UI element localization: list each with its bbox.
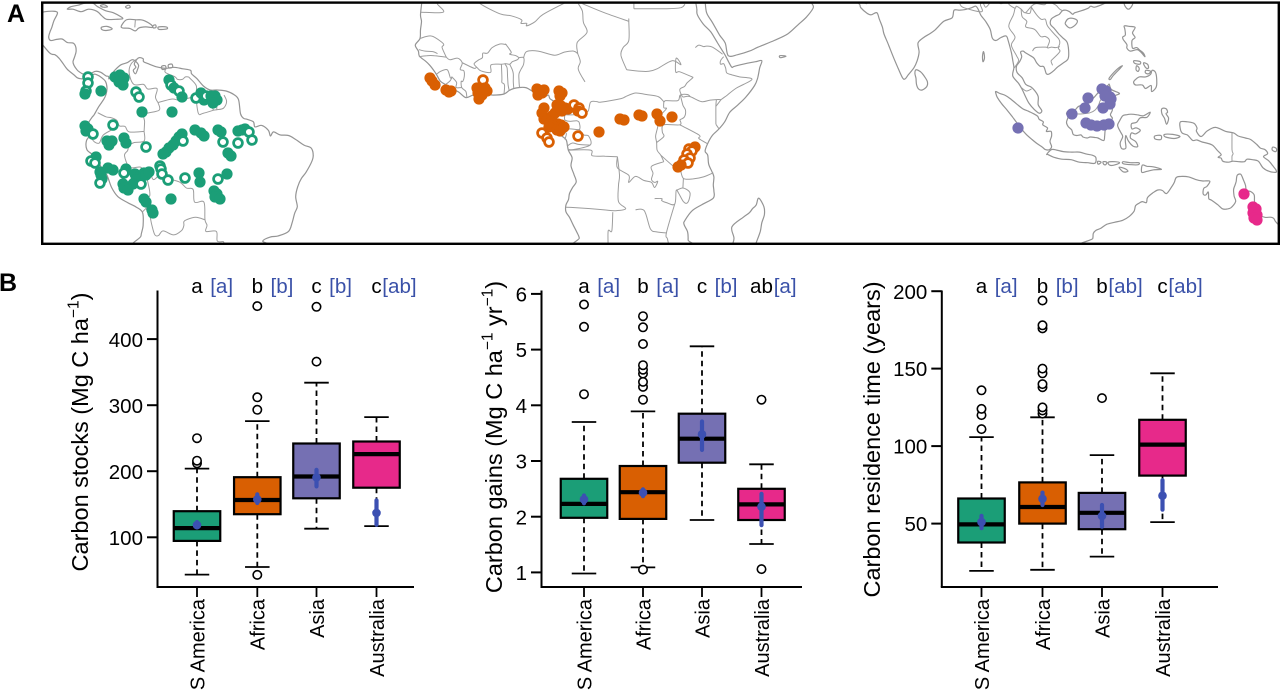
svg-text:Asia: Asia (307, 598, 329, 638)
svg-text:Africa: Africa (633, 598, 655, 650)
svg-text:a: a (191, 275, 203, 298)
svg-text:c: c (371, 275, 381, 298)
svg-text:Carbon gains (Mg C ha−1 yr−1): Carbon gains (Mg C ha−1 yr−1) (480, 281, 508, 593)
svg-text:6: 6 (516, 284, 527, 307)
svg-text:a: a (578, 275, 590, 298)
svg-text:[ab]: [ab] (1108, 275, 1142, 298)
svg-text:Australia: Australia (752, 598, 774, 677)
svg-text:1: 1 (516, 562, 527, 585)
svg-text:b: b (637, 275, 648, 298)
svg-text:4: 4 (516, 395, 527, 418)
svg-text:Carbon residence time (years): Carbon residence time (years) (859, 281, 885, 597)
svg-text:[b]: [b] (329, 275, 352, 298)
svg-text:[b]: [b] (715, 275, 738, 298)
svg-text:400: 400 (109, 329, 143, 352)
svg-text:b: b (252, 275, 263, 298)
svg-text:c: c (697, 275, 707, 298)
svg-text:c: c (311, 275, 321, 298)
svg-text:150: 150 (893, 358, 927, 381)
svg-text:[a]: [a] (995, 275, 1018, 298)
svg-text:Asia: Asia (692, 598, 714, 638)
svg-text:Asia: Asia (1092, 598, 1114, 638)
svg-text:[ab]: [ab] (1168, 275, 1202, 298)
svg-text:b: b (1037, 275, 1048, 298)
svg-text:a: a (976, 275, 988, 298)
svg-text:[ab]: [ab] (382, 275, 416, 298)
svg-text:200: 200 (893, 281, 927, 304)
svg-text:5: 5 (516, 339, 527, 362)
svg-text:3: 3 (516, 451, 527, 474)
svg-text:Australia: Australia (1153, 598, 1175, 677)
svg-text:c: c (1157, 275, 1167, 298)
svg-text:b: b (1096, 275, 1107, 298)
svg-text:[a]: [a] (597, 275, 620, 298)
svg-text:S America: S America (574, 598, 596, 690)
svg-text:Australia: Australia (367, 598, 389, 677)
svg-text:[a]: [a] (774, 275, 797, 298)
svg-text:[a]: [a] (210, 275, 233, 298)
svg-text:Carbon stocks (Mg C ha−1): Carbon stocks (Mg C ha−1) (66, 293, 94, 572)
svg-text:[b]: [b] (1056, 275, 1079, 298)
svg-text:S America: S America (972, 598, 994, 690)
svg-text:200: 200 (109, 461, 143, 484)
svg-text:S America: S America (187, 598, 209, 690)
svg-text:50: 50 (904, 513, 927, 536)
svg-text:100: 100 (109, 527, 143, 550)
svg-text:ab: ab (750, 275, 773, 298)
svg-text:A: A (7, 0, 25, 28)
svg-text:[a]: [a] (656, 275, 679, 298)
svg-text:Africa: Africa (248, 598, 270, 650)
svg-text:100: 100 (893, 436, 927, 459)
svg-text:B: B (0, 269, 17, 297)
svg-text:Africa: Africa (1033, 598, 1055, 650)
svg-text:300: 300 (109, 395, 143, 418)
svg-text:[b]: [b] (271, 275, 294, 298)
svg-text:2: 2 (516, 506, 527, 529)
